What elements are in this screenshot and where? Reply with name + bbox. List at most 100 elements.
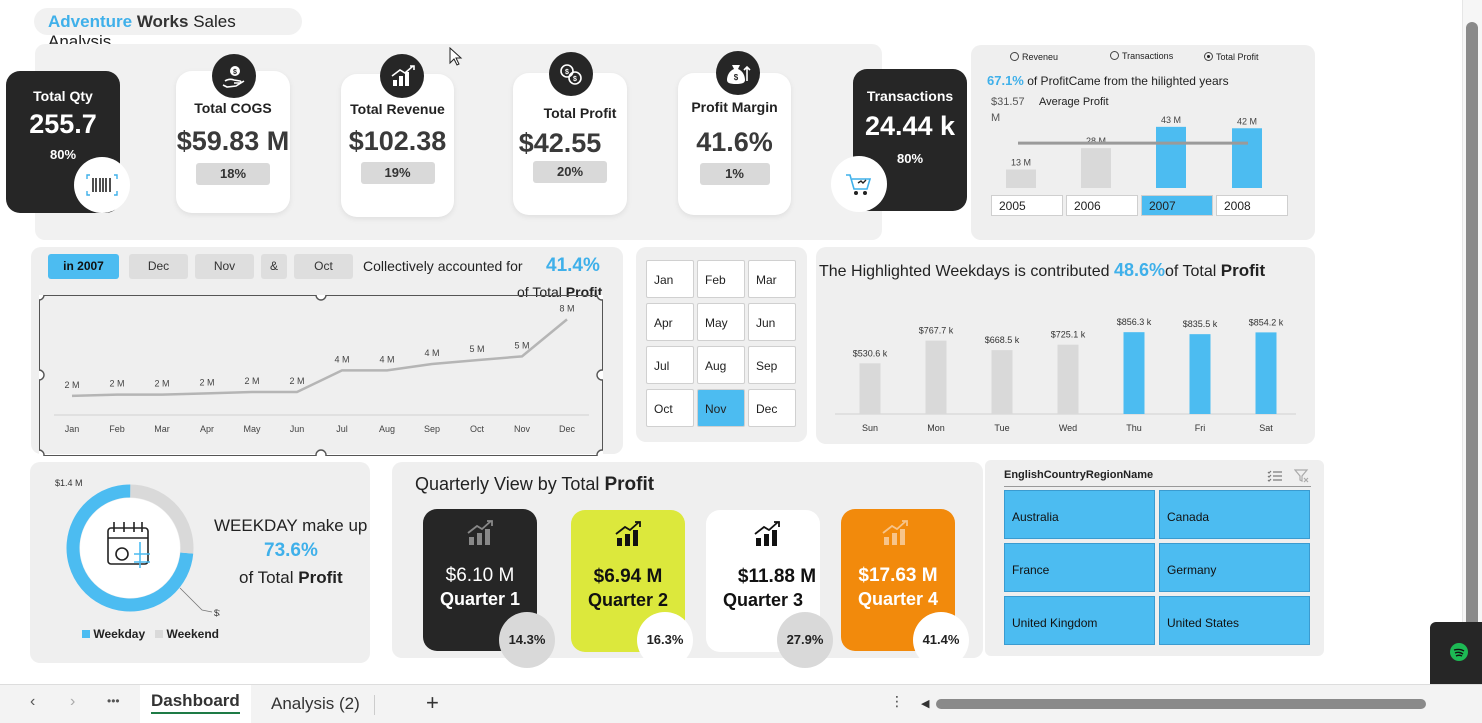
weekday-label-thu: $856.3 k [1117,317,1152,327]
weekday-bar-tue [991,350,1013,414]
horizontal-scroll-thumb[interactable] [936,699,1426,709]
month-slicer-mar[interactable]: Mar [748,260,796,298]
country-item-canada[interactable]: Canada [1159,490,1310,539]
title-word-2: Works [136,12,189,31]
radio-revenue[interactable]: Reveneu [1010,52,1058,62]
country-item-united-kingdom[interactable]: United Kingdom [1004,596,1155,645]
month-tick-Oct: Oct [470,424,485,434]
vertical-scroll-thumb[interactable] [1466,22,1478,642]
resize-handle-5 [39,449,45,456]
year-slicer-2008[interactable]: 2008 [1216,195,1288,216]
year-slicer-2005[interactable]: 2005 [991,195,1063,216]
quarter-2-name: Quarter 2 [587,590,669,610]
month-profit-line [71,318,568,398]
quarter-3-chart-icon [754,521,780,546]
month-slicer-nov[interactable]: Nov [697,389,745,427]
filter-month-oct[interactable]: Oct [294,254,353,279]
weekday-tick-wed: Wed [1059,423,1077,433]
month-label-Jan: 2 M [64,380,79,390]
year-slicer-2007[interactable]: 2007 [1141,195,1213,216]
money-hand-icon: $ [212,54,256,98]
kpi-revenue-value: $102.38 [348,126,447,156]
kpi-total-profit[interactable]: Total Profit $42.55 20% [513,73,627,215]
spotify-icon[interactable] [1449,642,1469,662]
filter-month-nov[interactable]: Nov [195,254,254,279]
kpi-margin-value: 41.6% [696,127,773,157]
month-slicer-sep[interactable]: Sep [748,346,796,384]
month-slicer-apr[interactable]: Apr [646,303,694,341]
calendar-leaf [115,547,129,561]
title-word-1: Adventure [48,12,133,31]
prev-sheet-chevron-icon[interactable]: ‹ [30,693,36,710]
scroll-left-arrow-icon[interactable]: ◀ [921,698,930,710]
barcode-icon [74,157,130,213]
month-label-May: 2 M [244,376,259,386]
weekday-label-sun: $530.6 k [853,348,888,358]
tab-dashboard[interactable]: Dashboard [140,685,251,723]
resize-handle-3 [39,369,45,381]
resize-handle-1 [315,295,327,301]
resize-handle-6 [315,449,327,456]
radio-revenue-label: Reveneu [1022,52,1059,62]
weekday-text2b: Profit [1220,261,1266,280]
next-sheet-chevron-icon[interactable]: › [70,693,76,710]
weekday-bar-mon [925,340,947,414]
month-slicer-oct[interactable]: Oct [646,389,694,427]
vertical-scrollbar[interactable] [1462,0,1482,684]
month-tick-Sep: Sep [424,424,440,434]
weekday-bar-wed [1057,344,1079,414]
month-tick-May: May [243,424,261,434]
country-item-united-states[interactable]: United States [1159,596,1310,645]
weekday-label-wed: $725.1 k [1051,330,1086,340]
country-item-germany[interactable]: Germany [1159,543,1310,592]
month-label-Feb: 2 M [109,379,124,389]
resize-handle-2 [596,295,603,301]
quarter-1-name: Quarter 1 [439,589,521,609]
year-bar-2007 [1156,126,1186,188]
shopping-cart-icon [831,156,887,212]
donut-text2-a: of Total [239,568,294,587]
legend-weekend: Weekend [166,627,219,641]
month-slicer-feb[interactable]: Feb [697,260,745,298]
coins-icon: $ $ [549,52,593,96]
svg-text:$: $ [565,69,569,76]
year-bar-2005 [1006,169,1036,188]
kpi-profit-pct: 20% [533,161,607,183]
donut-label-weekday: $3.9 M [214,608,220,618]
weekday-bar-sat [1255,332,1277,414]
dashboard-title: Adventure Works Sales Analysis [34,8,302,51]
tab-analysis-2[interactable]: Analysis (2) [271,694,360,713]
month-slicer-may[interactable]: May [697,303,745,341]
avg-profit-text: Average Profit [1039,96,1109,108]
radio-transactions[interactable]: Transactions [1110,51,1173,61]
month-slicer-jun[interactable]: Jun [748,303,796,341]
month-slicer-aug[interactable]: Aug [697,346,745,384]
growth-chart-icon [380,54,424,98]
month-slicer-jan[interactable]: Jan [646,260,694,298]
add-sheet-button[interactable]: + [426,690,439,715]
country-item-australia[interactable]: Australia [1004,490,1155,539]
year-bar-2008 [1232,128,1262,188]
country-item-france[interactable]: France [1004,543,1155,592]
year-slicer-2006[interactable]: 2006 [1066,195,1138,216]
kpi-margin-label: Profit Margin [691,99,778,115]
filter-ampersand: & [261,254,287,279]
weekday-pct: 48.6% [1113,260,1166,280]
filter-year-2007[interactable]: in 2007 [48,254,119,279]
month-slicer-dec[interactable]: Dec [748,389,796,427]
kpi-total-revenue[interactable]: Total Revenue $102.38 19% [341,74,454,217]
kpi-transactions[interactable]: Transactions 24.44 k 80% [853,69,967,211]
weekday-tick-sat: Sat [1259,423,1273,433]
radio-total-profit[interactable]: Total Profit [1204,52,1259,62]
tab-options-icon[interactable]: ⋮ [890,693,904,709]
resize-handle-7 [596,449,603,456]
clear-filter-icon[interactable] [1294,469,1310,483]
multi-select-icon[interactable] [1267,469,1283,483]
kpi-profit-margin[interactable]: Profit Margin 41.6% 1% [678,73,791,215]
kpi-qty-pct: 80% [49,147,77,162]
more-sheets-button[interactable]: ••• [107,694,120,708]
month-slicer-jul[interactable]: Jul [646,346,694,384]
donut-text1: WEEKDAY make up [214,516,368,535]
filter-month-dec[interactable]: Dec [129,254,188,279]
month-line-chart[interactable]: Jan 2 M Feb 2 M Mar 2 M Apr 2 M May 2 M Jun 2 M Jul 4… [39,295,603,456]
